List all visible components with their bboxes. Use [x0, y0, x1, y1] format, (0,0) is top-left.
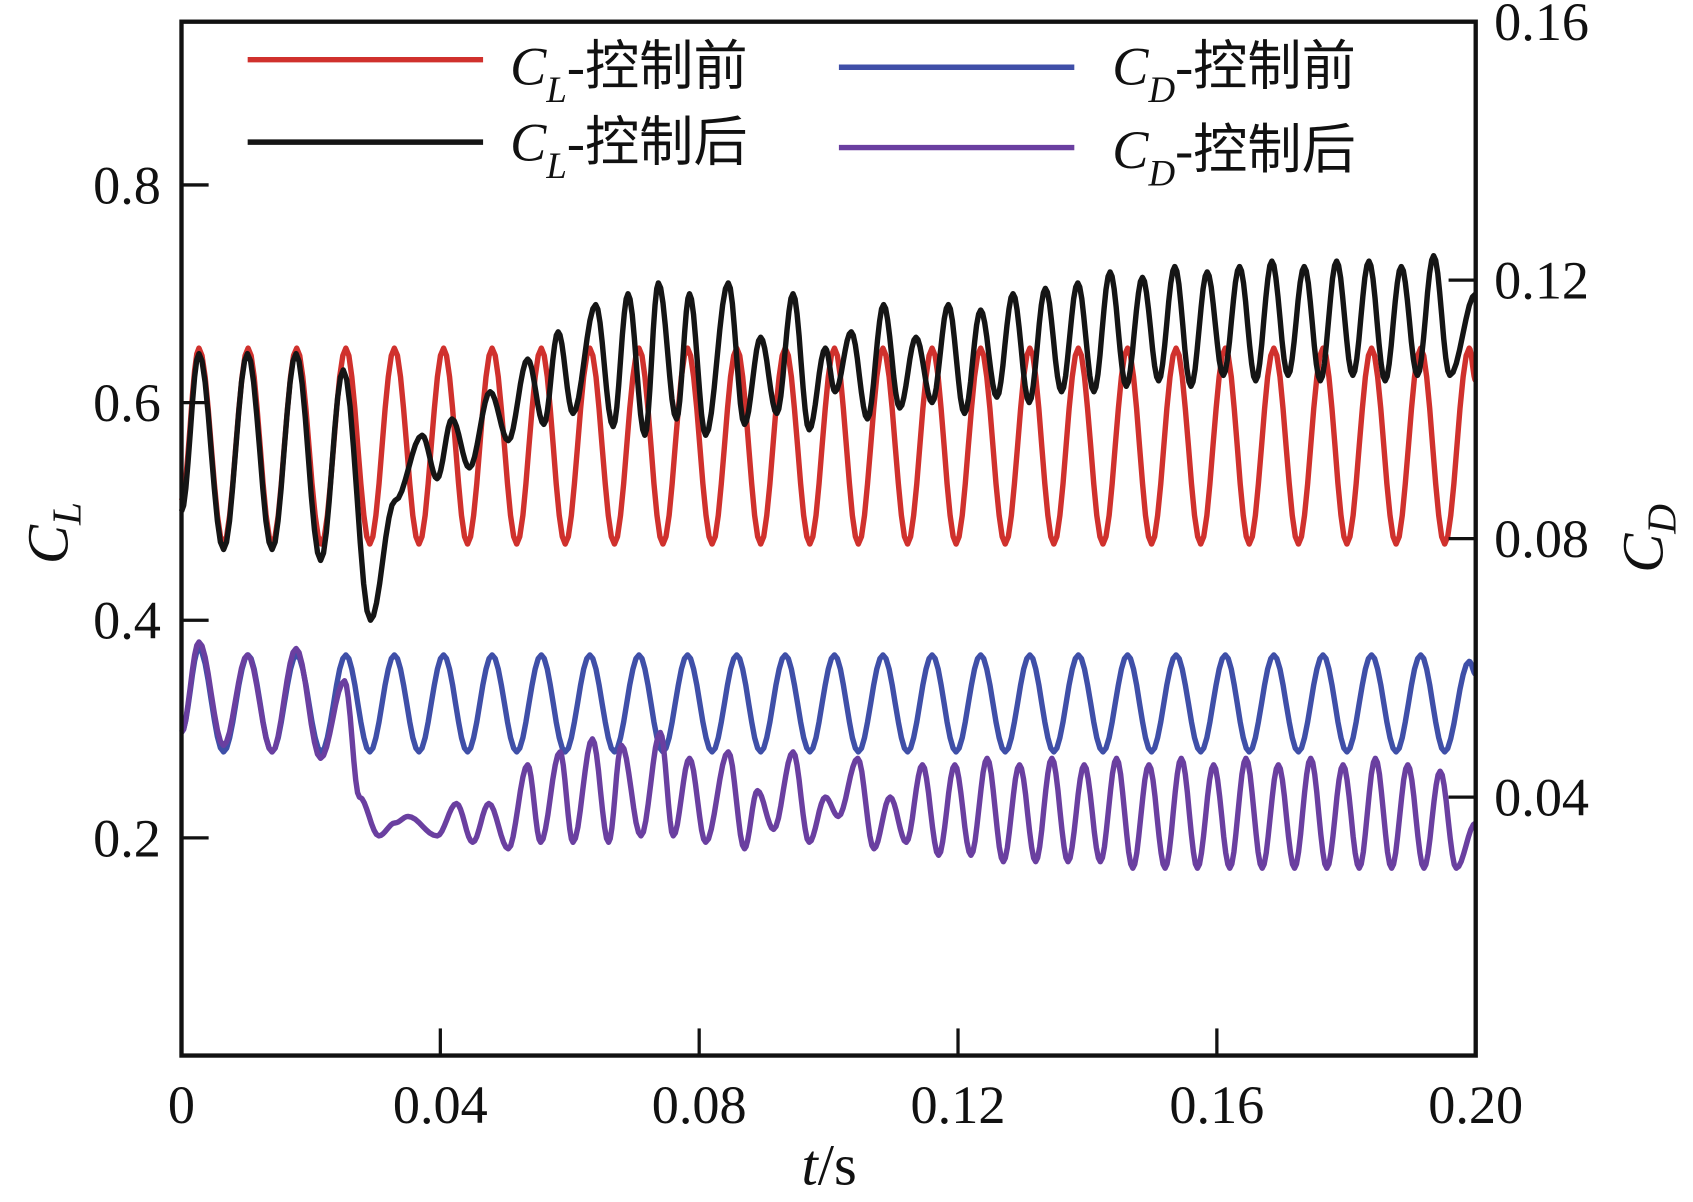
- y-axis-right-label: CD: [1610, 504, 1684, 573]
- x-tick-label: 0.08: [652, 1075, 747, 1135]
- y-left-tick-label: 0.2: [93, 808, 161, 868]
- svg-text:CL-控制后: CL-控制后: [510, 113, 747, 186]
- svg-text:CD-控制后: CD-控制后: [1112, 120, 1356, 193]
- x-tick-label: 0.12: [911, 1075, 1006, 1135]
- y-right-tick-label: 0.16: [1494, 0, 1589, 52]
- legend-item-cl-before: CL-控制前: [247, 37, 748, 110]
- y-right-tick-label: 0.08: [1494, 509, 1589, 569]
- y-left-tick-label: 0.4: [93, 591, 161, 651]
- legend-item-cd-before: CD-控制前: [838, 37, 1356, 110]
- y-right-tick-label: 0.12: [1494, 251, 1589, 311]
- svg-text:CL-控制前: CL-控制前: [510, 37, 747, 110]
- legend-item-cd-after: CD-控制后: [838, 120, 1356, 194]
- y-left-tick-label: 0.8: [93, 155, 161, 215]
- y-axis-left-label: CL: [16, 502, 90, 564]
- series-line-2: [179, 645, 1478, 755]
- series-line-1: [178, 252, 1478, 623]
- series-line-0: [178, 345, 1478, 547]
- series-layer: [178, 252, 1478, 871]
- x-tick-label: 0.04: [393, 1075, 488, 1135]
- x-tick-label: 0.16: [1169, 1075, 1264, 1135]
- svg-text:CD-控制前: CD-控制前: [1112, 37, 1356, 110]
- y-right-tick-label: 0.04: [1494, 768, 1589, 828]
- legend-item-cl-after: CL-控制后: [247, 113, 748, 186]
- ticks-layer: 0 0.04 0.08 0.12 0.16 0.20 0.2 0.4 0.6 0.8 0.04 0.0…: [93, 0, 1589, 1135]
- series-line-3: [179, 639, 1478, 871]
- x-axis-label: t/s: [801, 1133, 856, 1198]
- y-left-tick-label: 0.6: [93, 373, 161, 433]
- x-tick-label: 0: [168, 1075, 195, 1135]
- legend: CL-控制前 CL-控制后 CD-控制前 CD-控制后: [247, 37, 1356, 194]
- x-tick-label: 0.20: [1428, 1075, 1523, 1135]
